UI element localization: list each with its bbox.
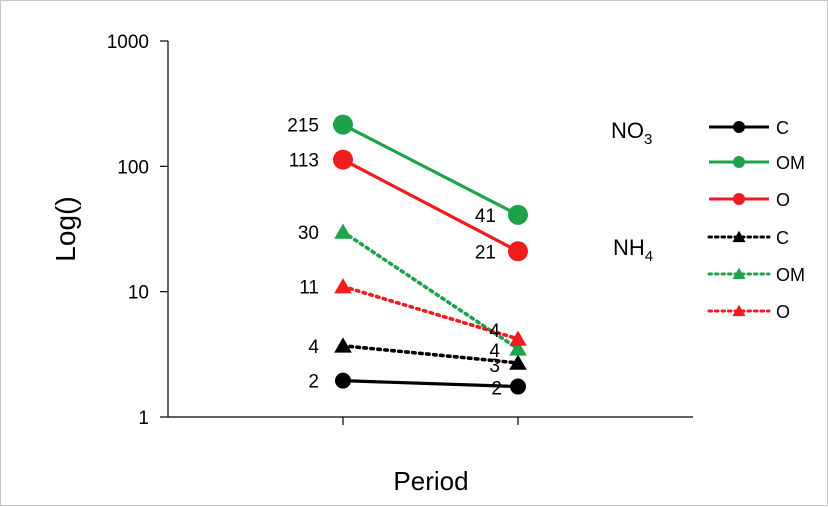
- y-axis-title: Log(): [50, 196, 81, 261]
- data-label: 4: [489, 321, 500, 342]
- legend-item: C: [707, 228, 789, 248]
- legend-item: O: [707, 302, 790, 322]
- legend-swatch-marker: [732, 230, 746, 243]
- data-point: [333, 114, 353, 135]
- data-point: [508, 241, 528, 262]
- data-label: 4: [489, 341, 500, 362]
- y-tick-label: 1: [138, 408, 149, 429]
- data-point: [334, 278, 352, 294]
- data-label: 4: [308, 337, 319, 358]
- y-tick-label: 10: [128, 283, 149, 304]
- series-line: [341, 230, 520, 351]
- y-tick-label: 1000: [107, 32, 149, 53]
- data-label: 2: [308, 372, 319, 393]
- legend-swatch-marker: [733, 193, 745, 205]
- data-point: [509, 340, 527, 356]
- legend-item: OM: [707, 265, 805, 285]
- legend-swatch-marker: [733, 156, 745, 168]
- legend-label: O: [776, 302, 790, 322]
- data-point: [334, 337, 352, 353]
- legend-swatch-marker: [732, 267, 746, 280]
- series-line: [341, 284, 520, 341]
- x-ticks: [342, 417, 519, 425]
- legend-label: OM: [776, 265, 805, 285]
- y-tick-label: 100: [117, 157, 149, 178]
- legend-label: C: [776, 118, 789, 138]
- series-no3-o: [333, 149, 528, 262]
- legend-label: OM: [776, 153, 805, 173]
- x-axis-title: Period: [393, 466, 468, 496]
- data-label: 30: [298, 223, 319, 244]
- series-no3-om: [333, 114, 528, 225]
- data-label: 11: [299, 277, 319, 298]
- data-label: 21: [475, 242, 496, 263]
- legend-label: C: [776, 228, 789, 248]
- legend-swatch-marker: [733, 121, 745, 133]
- data-point: [510, 378, 526, 395]
- y-ticks: 1 10 100 1000: [107, 32, 168, 429]
- series-nh4-c: [334, 337, 527, 370]
- group-label-no3: NO3: [611, 118, 652, 148]
- legend-item: O: [709, 190, 790, 210]
- legend-swatch-marker: [732, 304, 746, 317]
- series-no3-c: [335, 372, 526, 395]
- data-point: [335, 372, 351, 389]
- data-label: 41: [475, 206, 496, 227]
- data-point: [508, 204, 528, 225]
- data-label: 2: [491, 379, 502, 400]
- data-label: 113: [289, 151, 319, 172]
- data-label: 215: [287, 116, 319, 137]
- series-layer: [333, 114, 528, 395]
- data-point: [509, 354, 527, 370]
- data-point: [509, 330, 527, 346]
- data-point: [333, 149, 353, 170]
- legend-item: C: [709, 118, 789, 138]
- series-line: [341, 343, 520, 365]
- group-label-nh4: NH4: [613, 235, 653, 265]
- series-line: [342, 123, 519, 217]
- series-line: [342, 158, 519, 253]
- data-point: [334, 223, 352, 239]
- series-line: [342, 379, 519, 389]
- legend-item: OM: [709, 153, 805, 173]
- series-nh4-om: [334, 223, 527, 356]
- series-nh4-o: [334, 278, 527, 346]
- data-label: 3: [489, 356, 500, 377]
- legend-label: O: [776, 190, 790, 210]
